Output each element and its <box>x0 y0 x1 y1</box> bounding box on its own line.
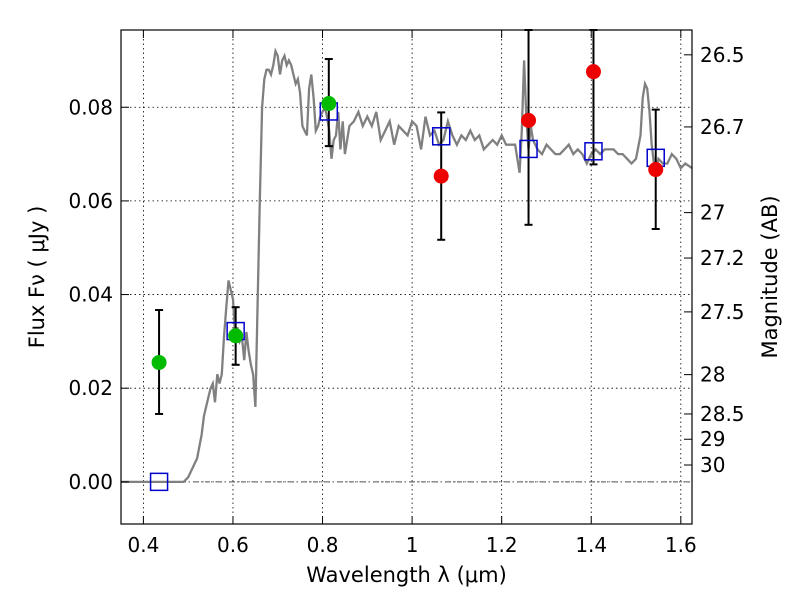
x-tick-label: 0.8 <box>307 533 339 557</box>
x-tick-label: 1.6 <box>665 533 697 557</box>
red-point <box>521 112 537 128</box>
x-tick-label: 1 <box>406 533 419 557</box>
tick-labels: 0.4 0.6 0.8 1 1.2 1.4 1.6 0.00 0.02 0.04 0.06 0.08 2… <box>68 43 744 557</box>
error-bars <box>155 29 660 415</box>
y2-tick-label: 30 <box>700 453 725 477</box>
y-axis-title: Flux Fν ( μJy ) <box>25 206 49 349</box>
y2-tick-label: 29 <box>700 427 725 451</box>
y-tick-label: 0.06 <box>68 189 113 213</box>
y-tick-label: 0.00 <box>68 470 113 494</box>
model-square <box>584 142 603 161</box>
y-tick-label: 0.08 <box>68 95 113 119</box>
x-tick-label: 1.2 <box>486 533 518 557</box>
model-square <box>431 127 451 146</box>
y2-tick-label: 26.7 <box>700 115 745 139</box>
y2-tick-label: 27.5 <box>700 300 745 324</box>
green-point <box>321 96 337 112</box>
model-squares <box>149 102 665 492</box>
x-tick-label: 1.4 <box>575 533 607 557</box>
y2-tick-label: 27 <box>700 201 725 225</box>
green-point <box>228 328 244 344</box>
model-square <box>519 139 538 159</box>
y2-tick-label: 26.5 <box>700 43 745 67</box>
y2-tick-label: 28 <box>700 363 725 387</box>
axis-ticks <box>121 30 692 524</box>
green-point <box>151 354 167 370</box>
x-axis-title: Wavelength λ (μm) <box>306 563 507 587</box>
observed-points <box>151 64 664 370</box>
model-square <box>149 472 169 492</box>
grid <box>121 30 692 524</box>
y-tick-label: 0.02 <box>68 376 113 400</box>
y2-axis-title: Magnitude (AB) <box>758 195 782 358</box>
red-point <box>648 162 664 178</box>
sed-curve <box>121 47 693 484</box>
y2-tick-label: 27.2 <box>700 246 745 270</box>
x-tick-label: 0.6 <box>217 533 249 557</box>
y-tick-label: 0.04 <box>68 283 113 307</box>
plot-frame <box>120 29 693 525</box>
x-tick-label: 0.4 <box>127 533 159 557</box>
y2-tick-label: 28.5 <box>700 402 745 426</box>
red-point <box>585 64 601 80</box>
red-point <box>433 168 449 184</box>
